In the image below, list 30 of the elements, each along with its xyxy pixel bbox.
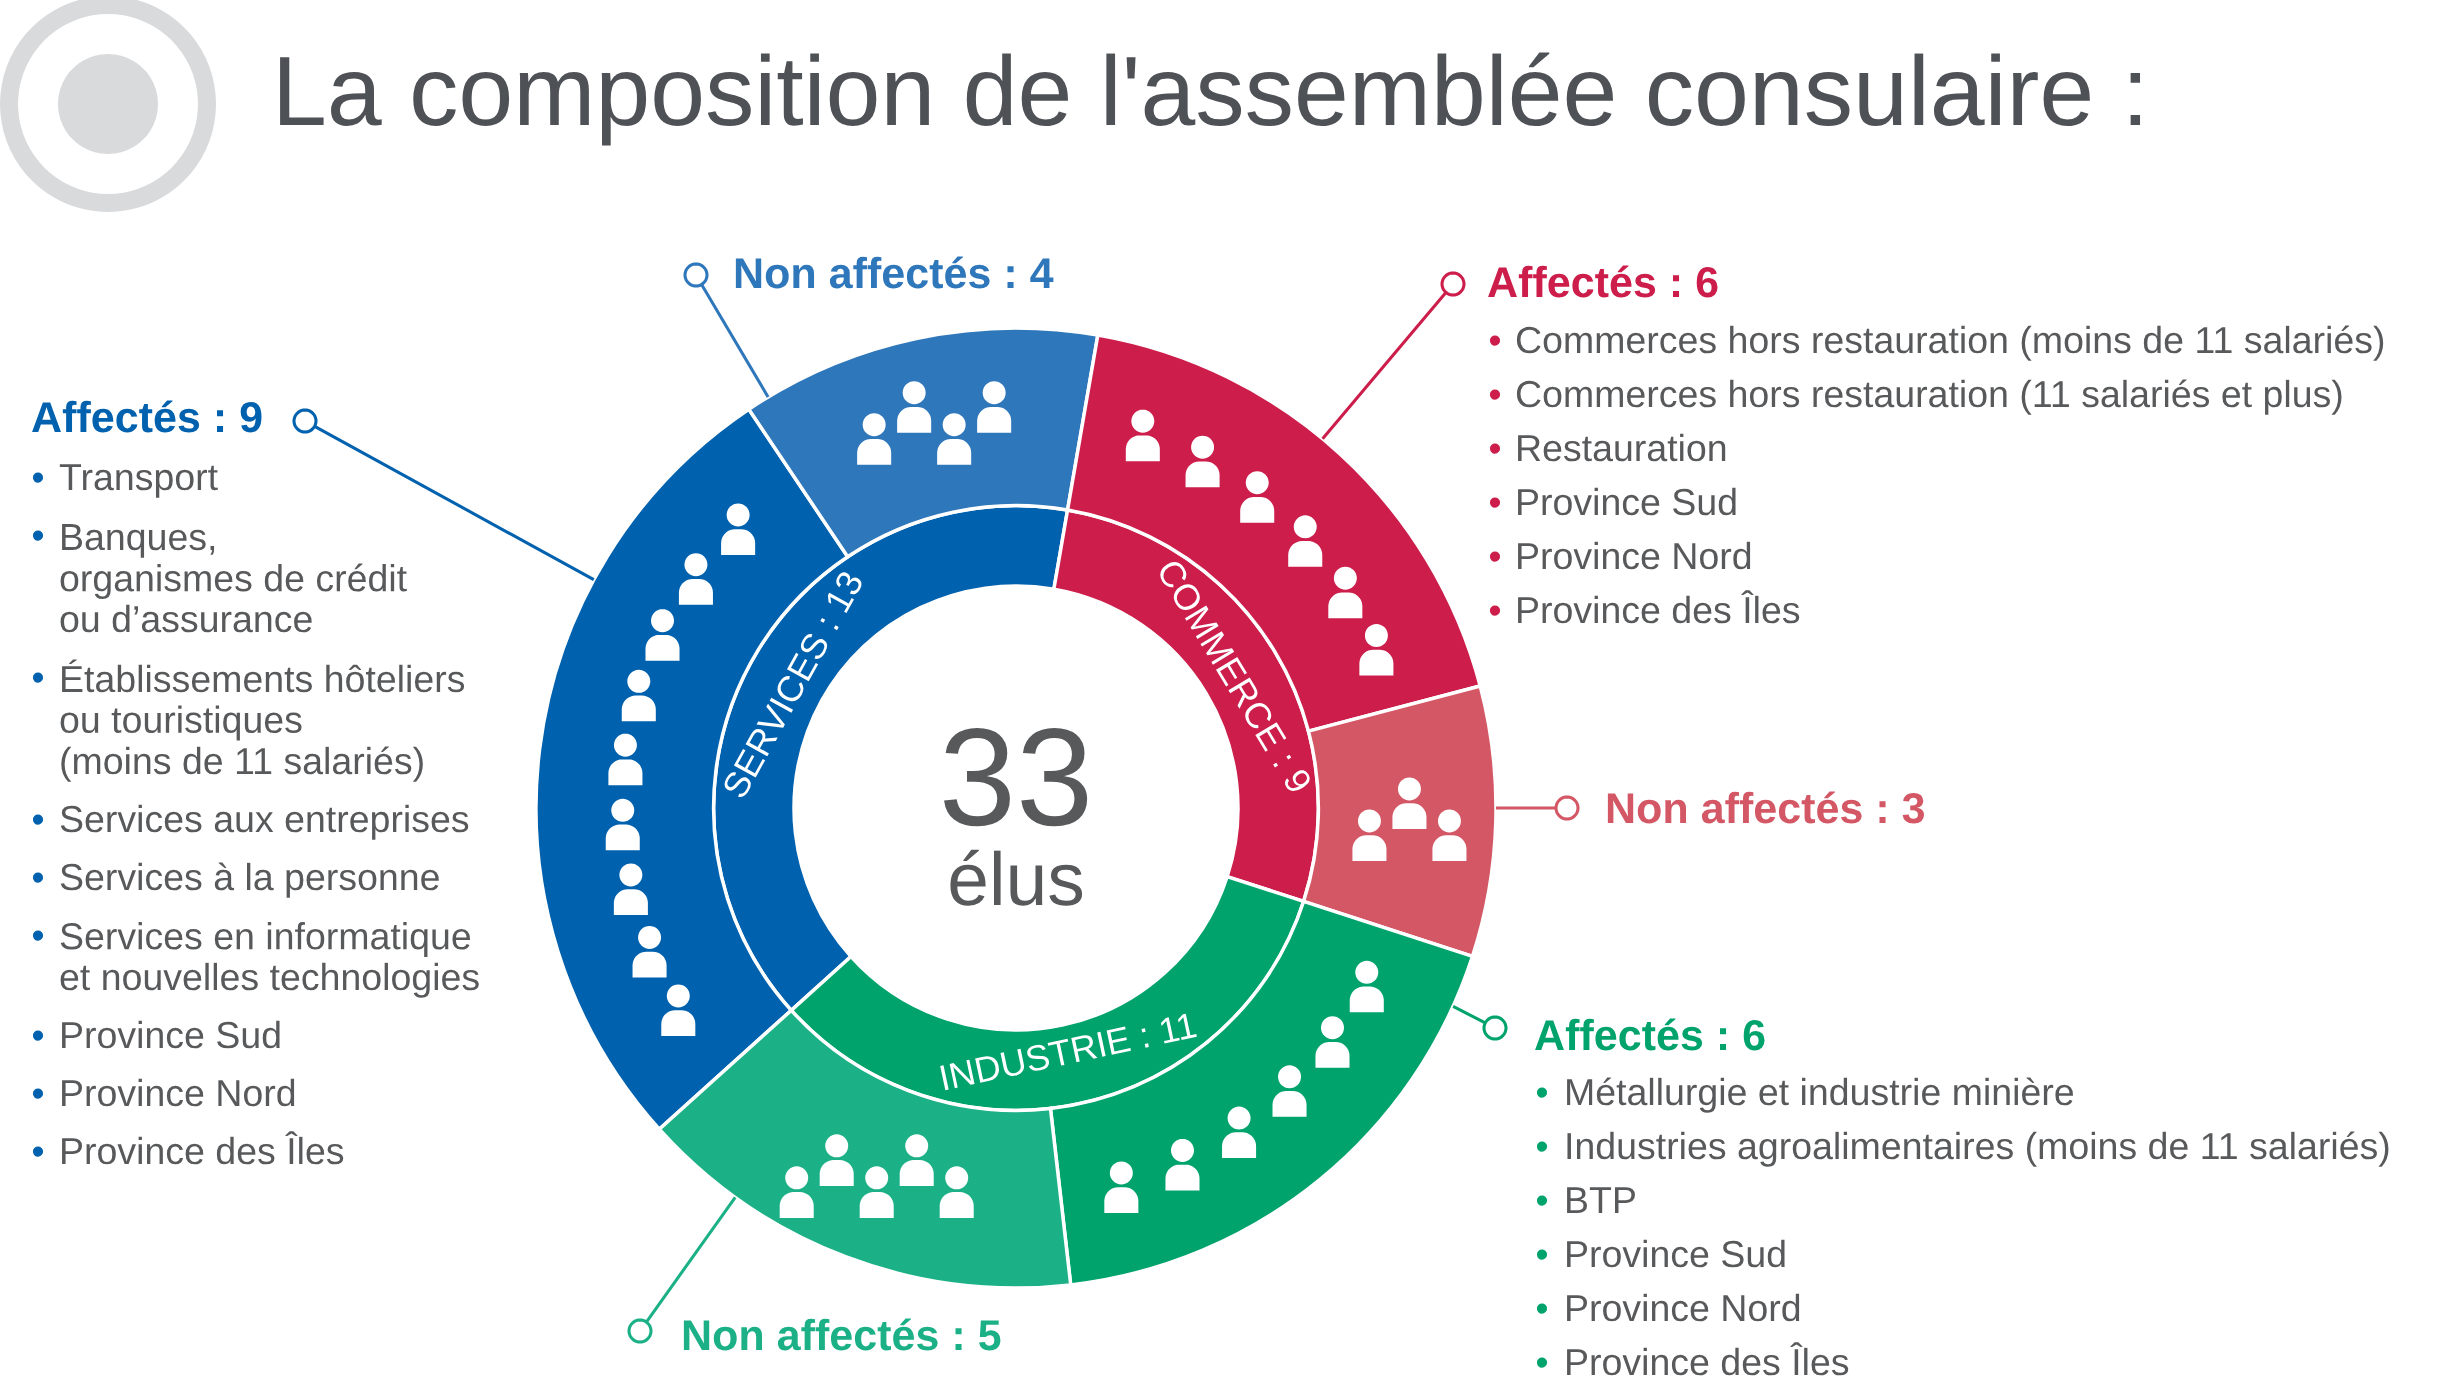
data-label: Affectés : 9	[32, 400, 262, 433]
text: • Province Sud	[1536, 1239, 1785, 1268]
data-label: Affectés : 6	[1488, 265, 1718, 298]
text: • BTP	[1536, 1187, 1635, 1213]
text: 33	[944, 728, 1088, 827]
text: • Commerces hors restauration (11 salariés et plus)	[1489, 379, 2342, 415]
text: • Province Nord	[32, 1078, 295, 1107]
text: • Restauration	[1489, 433, 1726, 462]
text: • Province Nord	[1536, 1293, 1800, 1322]
text: • Industries agroalimentaires (moins de 11 salariés)	[1536, 1131, 2389, 1167]
text: • Province Sud	[32, 1020, 280, 1049]
text: • Métallurgie et industrie minière	[1536, 1077, 2073, 1113]
text: • Province Nord	[1489, 541, 1751, 570]
data-label: Affectés : 6	[1535, 1018, 1765, 1051]
text: • Province des Îles	[1536, 1342, 1849, 1376]
text: • Province des Îles	[32, 1131, 344, 1165]
text: • Établissements hôteliers ou touristiques (moins de 11 salariés)	[32, 659, 465, 782]
chart-title: La composition de l'assemblée consulaire :	[280, 52, 2141, 146]
text: • Commerces hors restauration (moins de 11 salariés)	[1489, 325, 2384, 361]
text: • Services en informatique et nouvelles technologies	[32, 922, 479, 998]
data-label: Non affectés : 5	[683, 1318, 1001, 1351]
data-label: Non affectés : 3	[1607, 791, 1925, 824]
text: • Services à la personne	[32, 862, 439, 898]
text: • Province des Îles	[1489, 590, 1800, 624]
text: • Banques, organismes de crédit ou d’assurance	[32, 524, 407, 633]
text: élus	[950, 849, 1083, 906]
data-label: Non affectés : 4	[735, 256, 1054, 289]
text: • Services aux entreprises	[32, 804, 469, 840]
text: • Transport	[32, 464, 218, 498]
text: • Province Sud	[1489, 487, 1736, 516]
